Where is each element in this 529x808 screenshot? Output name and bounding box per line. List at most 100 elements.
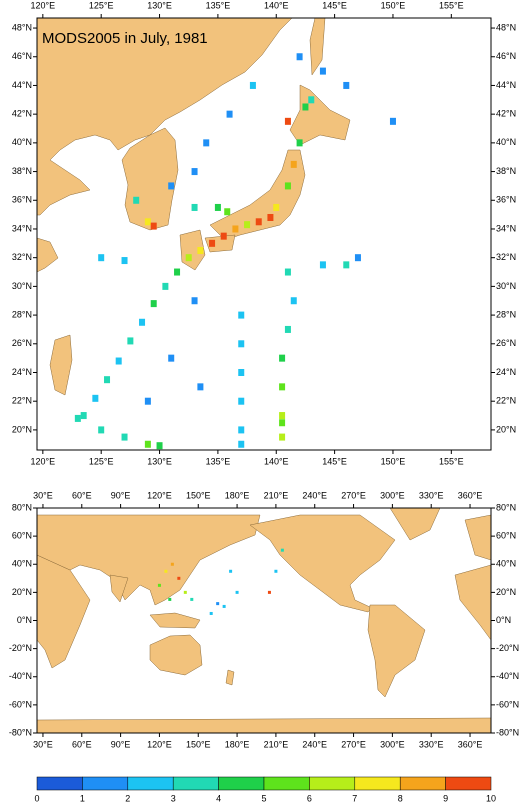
x-tick-label: 125°E: [89, 0, 114, 10]
y-tick-label: 40°N: [12, 137, 32, 147]
colorbar-swatch: [399, 776, 446, 791]
data-cell: [296, 53, 303, 61]
land: [225, 669, 235, 686]
data-cell: [273, 203, 280, 211]
y-tick-label: 40°N: [496, 559, 516, 569]
x-tick-label: 180°E: [225, 490, 250, 500]
x-tick-label: 120°E: [147, 739, 172, 749]
regional-map: [36, 17, 491, 450]
y-tick-label: 44°N: [12, 80, 32, 90]
x-tick-label: 300°E: [380, 490, 405, 500]
y-tick-label: 24°N: [496, 367, 516, 377]
colorbar-swatch: [172, 776, 219, 791]
x-tick-label: 240°E: [302, 739, 327, 749]
data-cell: [80, 412, 87, 420]
land: [36, 554, 91, 669]
y-tick-label: 30°N: [496, 281, 516, 291]
data-cell: [185, 254, 192, 262]
x-tick-label: 360°E: [458, 490, 483, 500]
data-cell: [139, 318, 146, 326]
colorbar-swatch: [82, 776, 129, 791]
colorbar-label: 0: [34, 793, 39, 803]
x-tick-label: 150°E: [381, 456, 406, 466]
x-tick-label: 60°E: [72, 739, 92, 749]
x-tick-label: 150°E: [186, 739, 211, 749]
data-cell: [319, 261, 326, 269]
x-tick-label: 300°E: [380, 739, 405, 749]
data-cell: [216, 602, 220, 606]
x-tick-label: 140°E: [264, 0, 289, 10]
land: [49, 334, 73, 396]
y-tick-label: 24°N: [12, 367, 32, 377]
data-cell: [343, 81, 350, 89]
map-title: MODS2005 in July, 1981: [42, 30, 208, 47]
data-cell: [343, 261, 350, 269]
colorbar-swatch: [263, 776, 310, 791]
data-cell: [121, 257, 128, 265]
y-tick-label: 40°N: [496, 137, 516, 147]
land: [367, 604, 426, 698]
y-tick-label: 38°N: [12, 166, 32, 176]
data-cell: [150, 300, 157, 308]
land: [454, 564, 492, 641]
data-cell: [290, 297, 297, 305]
data-cell: [164, 569, 168, 573]
y-tick-label: 26°N: [12, 338, 32, 348]
land: [121, 127, 179, 231]
data-cell: [238, 397, 245, 405]
x-tick-label: 155°E: [439, 0, 464, 10]
data-cell: [244, 221, 251, 229]
x-tick-label: 150°E: [186, 490, 211, 500]
x-tick-label: 360°E: [458, 739, 483, 749]
colorbar: 0 1 2 3 4 5 6 7 8 9 10: [34, 776, 496, 803]
y-tick-label: 22°N: [12, 396, 32, 406]
x-tick-label: 130°E: [147, 0, 172, 10]
colorbar-label: 8: [398, 793, 403, 803]
x-tick-label: 120°E: [147, 490, 172, 500]
data-cell: [296, 139, 303, 147]
y-tick-label: 60°N: [496, 531, 516, 541]
x-tick-label: 30°E: [33, 490, 53, 500]
data-cell: [284, 182, 291, 190]
y-tick-label: 42°N: [496, 109, 516, 119]
data-cell: [229, 569, 233, 573]
y-tick-label: 34°N: [496, 223, 516, 233]
data-cell: [279, 433, 286, 441]
x-tick-label: 120°E: [31, 456, 56, 466]
y-tick-label: 44°N: [496, 80, 516, 90]
y-tick-label: 32°N: [12, 252, 32, 262]
y-tick-label: -40°N: [9, 671, 32, 681]
world-map: [36, 507, 492, 734]
colorbar-swatch: [354, 776, 401, 791]
data-cell: [308, 96, 315, 104]
y-tick-label: 0°N: [496, 615, 511, 625]
colorbar-label: 2: [125, 793, 130, 803]
data-cell: [183, 590, 187, 594]
data-cell: [279, 419, 286, 427]
data-cell: [238, 368, 245, 376]
y-tick-label: -20°N: [496, 643, 519, 653]
data-cell: [280, 548, 284, 552]
colorbar-swatch: [309, 776, 356, 791]
data-cell: [220, 232, 227, 240]
data-cell: [290, 160, 297, 168]
land: [289, 84, 351, 146]
data-cell: [191, 203, 198, 211]
data-cell: [279, 412, 286, 420]
x-tick-label: 330°E: [419, 490, 444, 500]
data-cell: [255, 218, 262, 226]
land: [109, 574, 129, 603]
data-cell: [157, 583, 161, 587]
data-cell: [319, 67, 326, 75]
data-cell: [284, 325, 291, 333]
map-frame: [36, 17, 492, 451]
data-cell: [190, 597, 194, 601]
data-cell: [144, 218, 151, 226]
x-tick-label: 270°E: [341, 739, 366, 749]
land: [249, 514, 396, 613]
y-tick-label: 40°N: [12, 559, 32, 569]
data-cell: [191, 297, 198, 305]
x-tick-label: 90°E: [111, 739, 131, 749]
y-tick-label: 42°N: [12, 109, 32, 119]
